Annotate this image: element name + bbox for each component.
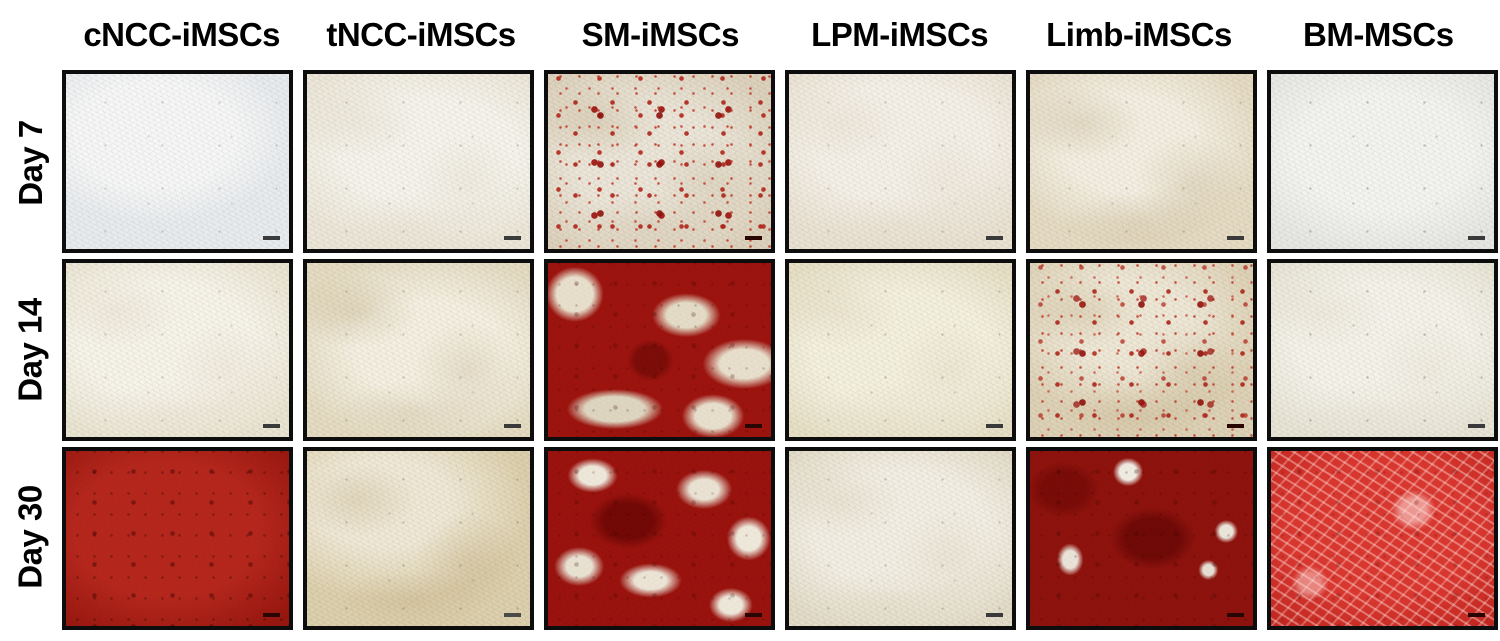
micrograph-day14-limb bbox=[1026, 258, 1257, 442]
micrograph-day30-bm bbox=[1267, 447, 1498, 630]
row-label-column: Day 7 Day 14 Day 30 bbox=[0, 70, 62, 630]
scale-bar bbox=[1227, 424, 1244, 429]
micrograph-day14-sm bbox=[544, 258, 775, 442]
column-header-label: tNCC-iMSCs bbox=[326, 16, 516, 53]
scale-bar bbox=[986, 424, 1003, 429]
micrograph-day14-bm bbox=[1267, 258, 1498, 442]
micrograph-day30-cncc bbox=[62, 447, 293, 630]
column-header-label: SM-iMSCs bbox=[581, 16, 740, 53]
scale-bar bbox=[986, 613, 1003, 617]
row-label-text: Day 7 bbox=[12, 120, 49, 207]
column-header-label: LPM-iMSCs bbox=[811, 16, 989, 53]
micrograph-day30-limb bbox=[1026, 447, 1257, 630]
column-header-cncc: cNCC-iMSCs bbox=[62, 0, 301, 70]
scale-bar bbox=[986, 235, 1003, 240]
row-label-day14: Day 14 bbox=[0, 257, 62, 444]
scale-bar bbox=[745, 424, 762, 429]
scale-bar bbox=[263, 424, 280, 429]
scale-bar bbox=[504, 613, 521, 617]
column-header-row: cNCC-iMSCs tNCC-iMSCs SM-iMSCs LPM-iMSCs… bbox=[62, 0, 1498, 70]
scale-bar bbox=[1227, 235, 1244, 240]
column-header-label: cNCC-iMSCs bbox=[83, 16, 281, 53]
scale-bar bbox=[1468, 424, 1485, 429]
micrograph-day7-cncc bbox=[62, 70, 293, 253]
column-header-label: BM-MSCs bbox=[1303, 16, 1454, 53]
scale-bar bbox=[504, 235, 521, 240]
row-label-day30: Day 30 bbox=[0, 443, 62, 630]
micrograph-day7-sm bbox=[544, 70, 775, 253]
row-label-text: Day 30 bbox=[12, 484, 50, 589]
micrograph-day14-cncc bbox=[62, 258, 293, 442]
column-header-tncc: tNCC-iMSCs bbox=[301, 0, 540, 70]
micrograph-day7-tncc bbox=[303, 70, 534, 253]
column-header-limb: Limb-iMSCs bbox=[1019, 0, 1258, 70]
scale-bar bbox=[745, 235, 762, 240]
micrograph-day7-lpm bbox=[785, 70, 1016, 253]
row-label-day7: Day 7 bbox=[0, 70, 62, 257]
scale-bar bbox=[263, 235, 280, 240]
column-header-label: Limb-iMSCs bbox=[1046, 16, 1232, 53]
micrograph-grid bbox=[62, 70, 1498, 630]
micrograph-day30-tncc bbox=[303, 447, 534, 630]
micrograph-day30-lpm bbox=[785, 447, 1016, 630]
scale-bar bbox=[1468, 235, 1485, 240]
scale-bar bbox=[1227, 613, 1244, 617]
scale-bar bbox=[745, 613, 762, 617]
micrograph-day14-lpm bbox=[785, 258, 1016, 442]
scale-bar bbox=[1468, 613, 1485, 617]
micrograph-day14-tncc bbox=[303, 258, 534, 442]
micrograph-day30-sm bbox=[544, 447, 775, 630]
column-header-lpm: LPM-iMSCs bbox=[780, 0, 1019, 70]
micrograph-day7-bm bbox=[1267, 70, 1498, 253]
column-header-bm: BM-MSCs bbox=[1259, 0, 1498, 70]
column-header-sm: SM-iMSCs bbox=[541, 0, 780, 70]
scale-bar bbox=[263, 613, 280, 617]
micrograph-day7-limb bbox=[1026, 70, 1257, 253]
scale-bar bbox=[504, 424, 521, 429]
row-label-text: Day 14 bbox=[12, 298, 50, 402]
